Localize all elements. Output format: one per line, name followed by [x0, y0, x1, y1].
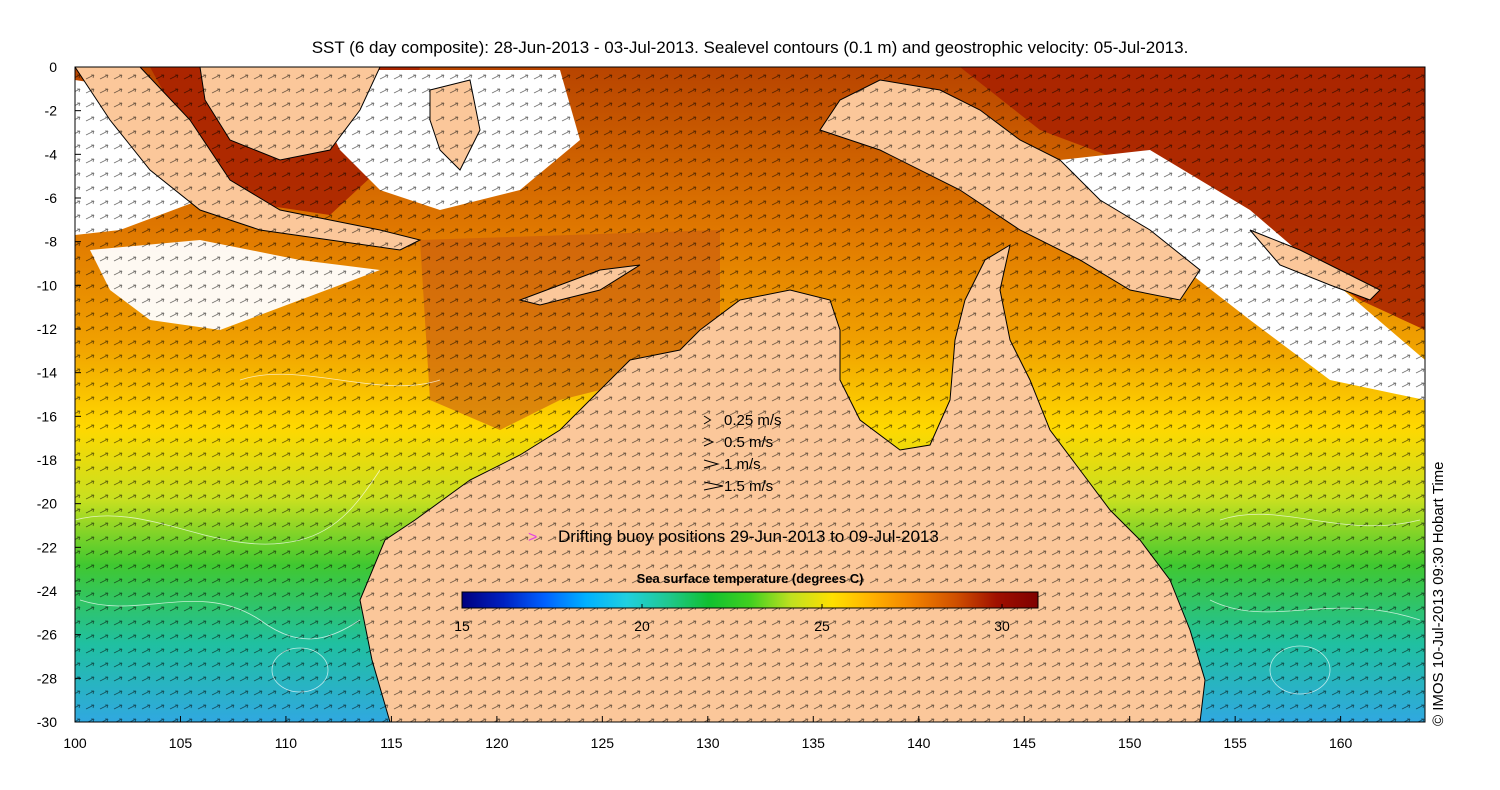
y-tick-label: -8 — [45, 234, 58, 250]
y-tick-label: 0 — [49, 59, 57, 75]
buoy-symbol: > — [528, 529, 537, 546]
plot-frame — [74, 66, 1426, 723]
map-title: SST (6 day composite): 28-Jun-2013 - 03-… — [311, 38, 1189, 57]
y-tick-label: -12 — [37, 321, 57, 337]
y-tick-label: -4 — [45, 146, 58, 162]
velocity-legend-label: 1 m/s — [724, 456, 761, 473]
y-tick-label: -10 — [37, 277, 57, 293]
x-tick-label: 100 — [63, 735, 87, 751]
y-tick-label: -6 — [45, 190, 58, 206]
y-tick-label: -30 — [37, 714, 57, 730]
velocity-legend: 0.25 m/s 0.5 m/s 1 m/s 1.5 m/s — [703, 412, 782, 495]
y-axis: 0 -2 -4 -6 -8 -10 -12 -14 -16 -18 -20 -22 -24 -26 -28 -… — [37, 59, 81, 730]
velocity-legend-label: 1.5 m/s — [724, 478, 773, 495]
colorbar-title: Sea surface temperature (degrees C) — [637, 571, 864, 586]
colorbar: Sea surface temperature (degrees C) 15 20… — [454, 571, 1039, 634]
x-tick-label: 110 — [275, 735, 298, 751]
y-tick-label: -26 — [37, 627, 57, 643]
y-tick-label: -22 — [37, 539, 57, 555]
x-tick-label: 130 — [696, 735, 720, 751]
velocity-legend-arrow — [703, 481, 724, 491]
colorbar-tick-label: 30 — [994, 618, 1010, 634]
sealevel-contours — [75, 373, 1421, 695]
velocity-legend-arrow — [703, 415, 712, 425]
x-tick-label: 125 — [591, 735, 615, 751]
x-tick-label: 115 — [380, 735, 403, 751]
x-axis: 100 105 110 115 120 125 130 135 140 145 150 155 160 — [63, 716, 1353, 751]
velocity-legend-label: 0.25 m/s — [724, 412, 782, 429]
x-tick-label: 155 — [1223, 735, 1247, 751]
imos-credit: © IMOS 10-Jul-2013 09:30 Hobart Time — [1430, 461, 1447, 726]
colorbar-tick-label: 15 — [454, 618, 470, 634]
colorbar-ticks: 15 20 25 30 — [454, 604, 1010, 634]
velocity-legend-arrow — [703, 459, 720, 469]
velocity-legend-arrow — [703, 437, 715, 447]
buoy-legend-label: Drifting buoy positions 29-Jun-2013 to 0… — [558, 527, 939, 546]
colorbar-tick-label: 20 — [634, 618, 650, 634]
x-tick-label: 140 — [907, 735, 931, 751]
x-tick-label: 135 — [802, 735, 826, 751]
x-tick-label: 145 — [1013, 735, 1037, 751]
y-tick-label: -24 — [37, 583, 57, 599]
y-tick-label: -18 — [37, 452, 57, 468]
geostrophic-velocity-arrows — [75, 67, 1425, 722]
x-tick-label: 120 — [485, 735, 509, 751]
x-tick-label: 160 — [1329, 735, 1353, 751]
y-tick-label: -2 — [45, 103, 58, 119]
buoy-legend: > Drifting buoy positions 29-Jun-2013 to… — [528, 527, 939, 546]
velocity-legend-label: 0.5 m/s — [724, 434, 773, 451]
y-tick-label: -28 — [37, 670, 57, 686]
y-tick-label: -16 — [37, 408, 57, 424]
colorbar-tick-label: 25 — [814, 618, 830, 634]
x-tick-label: 105 — [169, 735, 193, 751]
y-tick-label: -20 — [37, 496, 57, 512]
colorbar-bar — [461, 591, 1039, 609]
y-tick-label: -14 — [37, 365, 57, 381]
x-tick-label: 150 — [1118, 735, 1142, 751]
